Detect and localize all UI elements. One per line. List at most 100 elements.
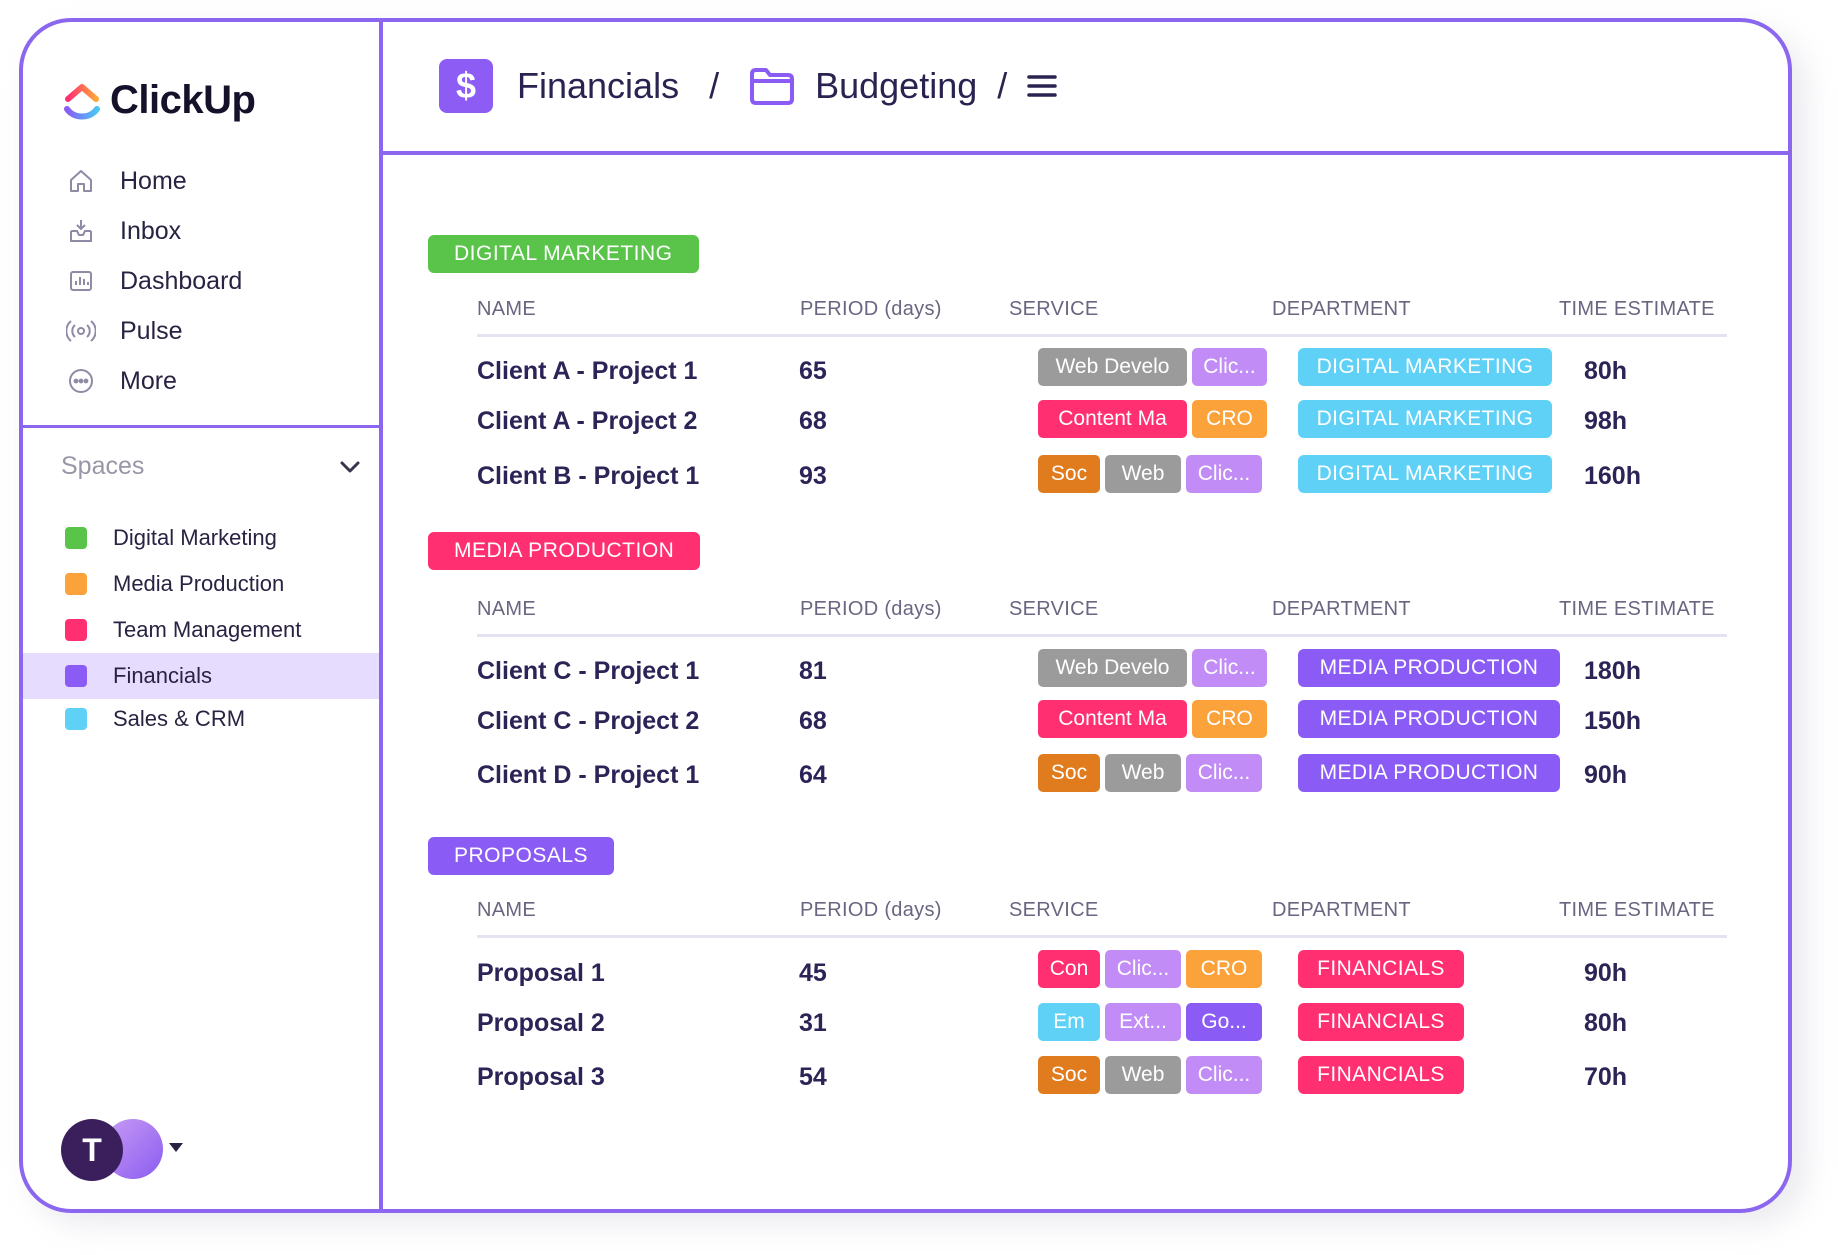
nav-item-pulse[interactable]: Pulse xyxy=(64,306,242,356)
nav-item-home[interactable]: Home xyxy=(64,156,242,206)
service-tag[interactable]: Clic... xyxy=(1186,754,1262,792)
space-item-financials[interactable]: Financials xyxy=(23,653,379,699)
column-header-period[interactable]: PERIOD (days) xyxy=(800,899,942,921)
header-divider xyxy=(477,334,1727,337)
column-header-period[interactable]: PERIOD (days) xyxy=(800,598,942,620)
column-header-time-estimate[interactable]: TIME ESTIMATE xyxy=(1559,899,1715,921)
user-menu[interactable]: T xyxy=(61,1119,183,1181)
breadcrumb-budgeting[interactable]: Budgeting xyxy=(815,65,978,106)
space-item-team-management[interactable]: Team Management xyxy=(23,607,379,653)
group-label-digital-marketing[interactable]: DIGITAL MARKETING xyxy=(428,235,699,273)
cell-name: Client C - Project 1 xyxy=(477,657,700,685)
nav-label: Home xyxy=(120,166,187,195)
service-tag[interactable]: Em xyxy=(1038,1003,1100,1041)
department-tag[interactable]: MEDIA PRODUCTION xyxy=(1298,700,1560,738)
service-tag[interactable]: CRO xyxy=(1192,400,1267,438)
column-header-department[interactable]: DEPARTMENT xyxy=(1272,298,1411,320)
avatar[interactable]: T xyxy=(61,1119,123,1181)
department-tag[interactable]: FINANCIALS xyxy=(1298,1056,1464,1094)
cell-name: Proposal 1 xyxy=(477,959,605,987)
group-label-media-production[interactable]: MEDIA PRODUCTION xyxy=(428,532,701,570)
space-color-swatch xyxy=(65,573,87,595)
clickup-logo[interactable]: ClickUp xyxy=(64,78,256,123)
column-header-service[interactable]: SERVICE xyxy=(1009,598,1099,620)
service-tag[interactable]: Content Ma xyxy=(1038,400,1187,438)
breadcrumb-separator: / xyxy=(997,65,1008,106)
cell-name: Proposal 2 xyxy=(477,1009,605,1037)
nav-item-dashboard[interactable]: Dashboard xyxy=(64,256,242,306)
service-tag[interactable]: Ext... xyxy=(1105,1003,1181,1041)
space-color-swatch xyxy=(65,527,87,549)
cell-name: Client D - Project 1 xyxy=(477,761,700,789)
service-tag[interactable]: Web xyxy=(1105,455,1181,493)
column-header-time-estimate[interactable]: TIME ESTIMATE xyxy=(1559,298,1715,320)
department-tag[interactable]: DIGITAL MARKETING xyxy=(1298,400,1552,438)
column-header-department[interactable]: DEPARTMENT xyxy=(1272,598,1411,620)
service-tag[interactable]: Clic... xyxy=(1192,649,1267,687)
department-tag[interactable]: FINANCIALS xyxy=(1298,1003,1464,1041)
service-tag[interactable]: CRO xyxy=(1192,700,1267,738)
nav-item-more[interactable]: More xyxy=(64,356,242,406)
space-color-swatch xyxy=(65,665,87,687)
spaces-title: Spaces xyxy=(61,452,145,480)
service-tag[interactable]: Web xyxy=(1105,754,1181,792)
column-header-service[interactable]: SERVICE xyxy=(1009,899,1099,921)
cell-period: 45 xyxy=(799,959,827,987)
service-tag[interactable]: Clic... xyxy=(1192,348,1267,386)
inbox-icon xyxy=(64,214,98,248)
service-tag[interactable]: Web xyxy=(1105,1056,1181,1094)
column-header-department[interactable]: DEPARTMENT xyxy=(1272,899,1411,921)
service-tag[interactable]: Soc xyxy=(1038,754,1100,792)
space-label: Digital Marketing xyxy=(113,525,277,550)
breadcrumb-financials[interactable]: Financials xyxy=(517,65,680,106)
header-divider xyxy=(477,634,1727,637)
service-tag[interactable]: Content Ma xyxy=(1038,700,1187,738)
cell-name: Proposal 3 xyxy=(477,1063,605,1091)
service-tag[interactable]: Clic... xyxy=(1105,950,1181,988)
department-tag[interactable]: MEDIA PRODUCTION xyxy=(1298,754,1560,792)
caret-down-icon[interactable] xyxy=(169,1143,183,1152)
column-header-service[interactable]: SERVICE xyxy=(1009,298,1099,320)
sidebar: ClickUp Home Inbox Dashboard xyxy=(23,22,383,1209)
spaces-header[interactable]: Spaces xyxy=(61,452,361,481)
nav-label: More xyxy=(120,366,177,395)
department-tag[interactable]: DIGITAL MARKETING xyxy=(1298,455,1552,493)
service-tag[interactable]: Soc xyxy=(1038,1056,1100,1094)
clickup-logo-icon xyxy=(64,83,100,119)
cell-time-estimate: 180h xyxy=(1584,657,1641,685)
column-header-time-estimate[interactable]: TIME ESTIMATE xyxy=(1559,598,1715,620)
app-window: ClickUp Home Inbox Dashboard xyxy=(19,18,1792,1213)
cell-name: Client B - Project 1 xyxy=(477,462,700,490)
service-tag[interactable]: Web Develo xyxy=(1038,348,1187,386)
nav-item-inbox[interactable]: Inbox xyxy=(64,206,242,256)
service-tag[interactable]: Web Develo xyxy=(1038,649,1187,687)
space-item-media-production[interactable]: Media Production xyxy=(23,561,379,607)
sidebar-divider xyxy=(23,425,379,428)
department-tag[interactable]: FINANCIALS xyxy=(1298,950,1464,988)
department-tag[interactable]: DIGITAL MARKETING xyxy=(1298,348,1552,386)
service-tag[interactable]: Clic... xyxy=(1186,1056,1262,1094)
column-header-name[interactable]: NAME xyxy=(477,598,536,620)
space-item-digital-marketing[interactable]: Digital Marketing xyxy=(23,515,379,561)
department-tag[interactable]: MEDIA PRODUCTION xyxy=(1298,649,1560,687)
service-tag[interactable]: CRO xyxy=(1186,950,1262,988)
space-label: Sales & CRM xyxy=(113,706,246,731)
group-label-proposals[interactable]: PROPOSALS xyxy=(428,837,615,875)
main-nav: Home Inbox Dashboard Pulse xyxy=(64,156,242,406)
more-icon xyxy=(64,364,98,398)
cell-period: 68 xyxy=(799,707,827,735)
cell-time-estimate: 80h xyxy=(1584,1009,1628,1037)
service-tag[interactable]: Con xyxy=(1038,950,1100,988)
column-header-name[interactable]: NAME xyxy=(477,298,536,320)
chevron-down-icon[interactable] xyxy=(339,460,361,474)
nav-label: Inbox xyxy=(120,216,182,245)
service-tag[interactable]: Clic... xyxy=(1186,455,1262,493)
column-header-name[interactable]: NAME xyxy=(477,899,536,921)
page-header: $ Financials / Budgeting / xyxy=(383,22,1788,155)
column-header-period[interactable]: PERIOD (days) xyxy=(800,298,942,320)
cell-period: 65 xyxy=(799,357,827,385)
service-tag[interactable]: Soc xyxy=(1038,455,1100,493)
service-tag[interactable]: Go... xyxy=(1186,1003,1262,1041)
space-item-sales-crm[interactable]: Sales & CRM xyxy=(23,699,379,739)
list-view-icon[interactable] xyxy=(1027,73,1057,99)
